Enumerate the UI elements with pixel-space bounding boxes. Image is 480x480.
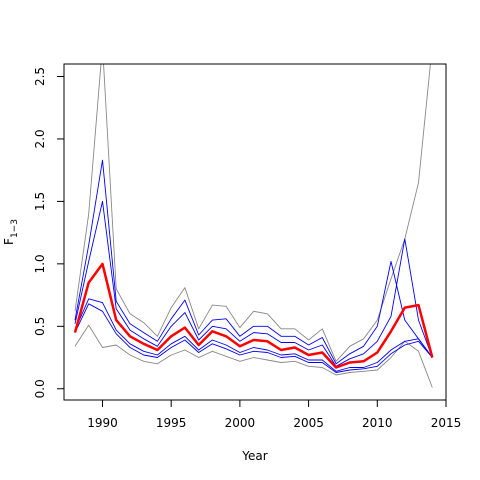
x-tick-label: 2000 [225,416,256,430]
series-line-1 [74,159,433,365]
series-line-0 [73,262,434,369]
plot-frame [63,63,447,401]
series-line-3 [74,298,433,372]
y-tick-label: 0.0 [33,379,47,398]
x-tick-label: 1990 [87,416,118,430]
x-tick-label: 2005 [293,416,324,430]
x-tick-label: 2010 [362,416,393,430]
x-tick-label: 2015 [431,416,462,430]
series-line-2 [74,200,433,367]
series-line-4 [74,303,433,373]
series-layer [73,64,434,388]
x-tick-label: 1995 [156,416,187,430]
y-axis: 0.0 0.5 1.0 1.5 2.0 2.5 [33,67,64,398]
x-axis: 1990 1995 2000 2005 2010 2015 [87,400,461,430]
y-tick-label: 1.5 [33,192,47,211]
series-line-5 [74,64,431,362]
y-tick-label: 1.0 [33,254,47,273]
y-tick-label: 2.0 [33,129,47,148]
y-tick-label: 2.5 [33,67,47,86]
x-axis-title: Year [241,449,267,463]
y-axis-title: F1−3 [2,219,20,245]
series-line-6 [74,324,433,388]
y-axis-title-main: F [2,238,16,245]
y-tick-label: 0.5 [33,317,47,336]
y-axis-title-subscript: 1−3 [10,219,20,238]
